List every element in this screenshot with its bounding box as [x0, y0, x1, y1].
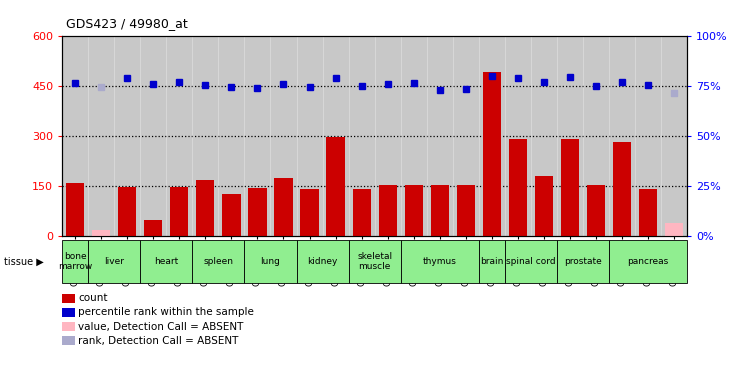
Bar: [300, 189, 319, 236]
Bar: [665, 223, 683, 236]
Bar: [196, 180, 214, 236]
Text: spinal cord: spinal cord: [506, 257, 556, 266]
Text: GDS423 / 49980_at: GDS423 / 49980_at: [66, 17, 188, 30]
Bar: [66, 183, 84, 236]
Text: percentile rank within the sample: percentile rank within the sample: [78, 308, 254, 317]
Bar: [92, 230, 110, 236]
Text: count: count: [78, 293, 107, 303]
Text: pancreas: pancreas: [627, 257, 669, 266]
Text: tissue ▶: tissue ▶: [4, 256, 43, 267]
Bar: [144, 219, 162, 236]
Text: heart: heart: [154, 257, 178, 266]
Bar: [482, 72, 501, 236]
Bar: [274, 178, 292, 236]
Text: prostate: prostate: [564, 257, 602, 266]
Text: kidney: kidney: [307, 257, 338, 266]
Bar: [457, 185, 475, 236]
Text: thymus: thymus: [423, 257, 457, 266]
Text: value, Detection Call = ABSENT: value, Detection Call = ABSENT: [78, 322, 243, 332]
Bar: [561, 139, 579, 236]
Bar: [379, 185, 397, 236]
Text: rank, Detection Call = ABSENT: rank, Detection Call = ABSENT: [78, 336, 238, 346]
Text: spleen: spleen: [203, 257, 233, 266]
Bar: [170, 187, 189, 236]
Bar: [587, 185, 605, 236]
Bar: [639, 189, 657, 236]
Text: liver: liver: [105, 257, 124, 266]
Text: skeletal
muscle: skeletal muscle: [357, 252, 393, 271]
Bar: [222, 195, 240, 236]
Bar: [352, 189, 371, 236]
Text: lung: lung: [260, 257, 281, 266]
Bar: [509, 139, 527, 236]
Bar: [535, 176, 553, 236]
Bar: [613, 142, 631, 236]
Bar: [404, 185, 423, 236]
Text: brain: brain: [480, 257, 504, 266]
Bar: [431, 185, 449, 236]
Bar: [118, 187, 137, 236]
Bar: [327, 136, 345, 236]
Bar: [249, 188, 267, 236]
Text: bone
marrow: bone marrow: [58, 252, 92, 271]
